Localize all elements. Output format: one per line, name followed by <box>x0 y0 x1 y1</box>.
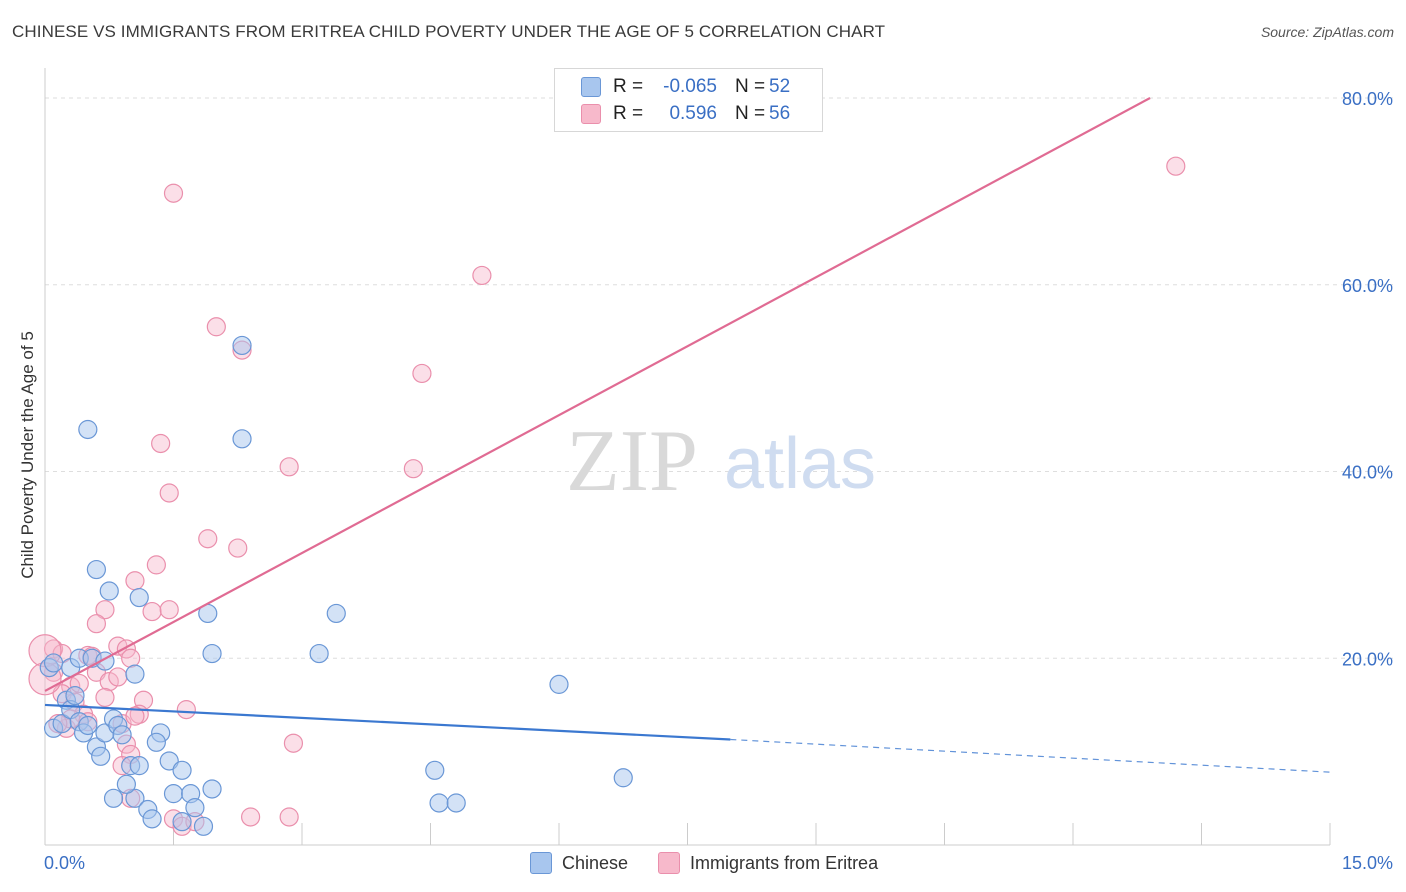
chinese-point <box>129 587 149 608</box>
eritrea-point <box>228 538 248 558</box>
legend-n-label: N = <box>735 103 766 124</box>
legend-n-label: N = <box>735 76 766 97</box>
legend-swatch-chinese <box>581 77 601 97</box>
x-tick-label: 0.0% <box>44 853 85 873</box>
chinese-point <box>43 653 64 673</box>
y-tick-label: 40.0% <box>1342 463 1393 483</box>
watermark: ZIP atlas <box>566 413 876 510</box>
chinese-point <box>116 774 136 794</box>
chinese-point <box>232 429 252 449</box>
eritrea-point <box>279 807 299 827</box>
chinese-point <box>429 793 449 813</box>
legend-swatch-chinese <box>530 852 552 874</box>
eritrea-point <box>198 529 218 549</box>
eritrea-point <box>176 700 196 720</box>
chinese-point <box>99 581 119 601</box>
eritrea-trend-line <box>44 97 1151 692</box>
tick-labels: 20.0% 40.0% 60.0% 80.0% 0.0% 15.0% <box>44 89 1393 873</box>
y-tick-label: 20.0% <box>1342 649 1393 669</box>
eritrea-point <box>206 317 226 337</box>
eritrea-point <box>1166 156 1186 176</box>
source-label: Source: ZipAtlas.com <box>1260 24 1394 40</box>
y-tick-label: 80.0% <box>1342 89 1393 109</box>
legend-swatch-eritrea <box>581 104 601 124</box>
watermark-atlas: atlas <box>724 424 876 504</box>
chart-title: CHINESE VS IMMIGRANTS FROM ERITREA CHILD… <box>12 22 886 41</box>
legend-n-value: 52 <box>769 76 791 97</box>
chinese-point <box>613 768 633 788</box>
legend-swatch-eritrea <box>658 852 681 874</box>
chinese-point <box>193 816 214 836</box>
chinese-point <box>78 715 98 736</box>
x-tick-label: 15.0% <box>1342 853 1393 873</box>
chinese-point <box>309 643 329 664</box>
chinese-point <box>129 756 149 776</box>
chinese-point <box>103 788 124 808</box>
watermark-zip: ZIP <box>566 413 698 510</box>
chinese-point <box>112 725 132 745</box>
legend-row-eritrea: R = 0.596 N = 56 <box>581 101 790 127</box>
chinese-point <box>172 812 192 832</box>
chinese-point <box>125 788 145 808</box>
eritrea-point <box>108 667 128 687</box>
chinese-point <box>163 784 184 804</box>
legend-item-eritrea[interactable]: Immigrants from Eritrea <box>658 852 878 874</box>
eritrea-point <box>159 483 179 503</box>
eritrea-point <box>146 555 166 575</box>
legend-r-label: R = <box>613 103 644 124</box>
eritrea-point <box>86 614 107 634</box>
eritrea-point <box>125 571 145 591</box>
chinese-point <box>446 793 466 813</box>
eritrea-point <box>125 706 145 726</box>
legend-label-chinese: Chinese <box>562 852 629 873</box>
chinese-point <box>142 809 162 829</box>
eritrea-point <box>159 600 179 620</box>
eritrea-point <box>95 687 115 708</box>
eritrea-point <box>151 433 171 454</box>
eritrea-point <box>403 459 423 479</box>
chinese-trend-extension <box>730 738 1331 773</box>
legend-row-chinese: R = -0.065 N = 52 <box>581 74 790 100</box>
chinese-point <box>78 419 98 440</box>
legend-item-chinese[interactable]: Chinese <box>530 852 628 874</box>
legend-r-value: 0.596 <box>669 103 717 124</box>
chinese-point <box>202 779 222 799</box>
chinese-point <box>425 760 445 780</box>
trend-lines <box>44 97 1331 773</box>
chinese-point <box>185 798 205 818</box>
eritrea-point <box>412 363 432 384</box>
eritrea-point <box>121 648 141 668</box>
chinese-point <box>125 664 145 684</box>
chinese-point <box>65 685 85 706</box>
chinese-point <box>86 559 107 580</box>
chinese-point <box>159 751 179 771</box>
eritrea-point <box>142 601 162 622</box>
chinese-point <box>326 603 346 624</box>
chinese-point <box>146 732 166 752</box>
chinese-point <box>232 335 252 356</box>
eritrea-point <box>283 733 304 753</box>
series-legend: Chinese Immigrants from Eritrea <box>530 852 908 874</box>
chinese-point <box>549 674 569 694</box>
chinese-trend-line <box>44 703 731 741</box>
chinese-point <box>172 760 192 780</box>
chinese-point <box>202 643 222 664</box>
eritrea-point <box>95 600 115 620</box>
eritrea-point <box>241 807 261 827</box>
eritrea-point <box>163 183 184 203</box>
chinese-points <box>39 335 633 836</box>
chinese-point <box>91 746 111 766</box>
legend-r-label: R = <box>613 76 644 97</box>
eritrea-point <box>472 265 492 286</box>
stats-legend: R = -0.065 N = 52 R = 0.596 N = 56 <box>554 68 823 132</box>
legend-label-eritrea: Immigrants from Eritrea <box>690 852 879 873</box>
legend-n-value: 56 <box>769 103 791 124</box>
legend-r-value: -0.065 <box>663 76 717 97</box>
y-tick-label: 60.0% <box>1342 276 1393 296</box>
eritrea-point <box>279 457 299 477</box>
grid-lines <box>45 97 1393 659</box>
